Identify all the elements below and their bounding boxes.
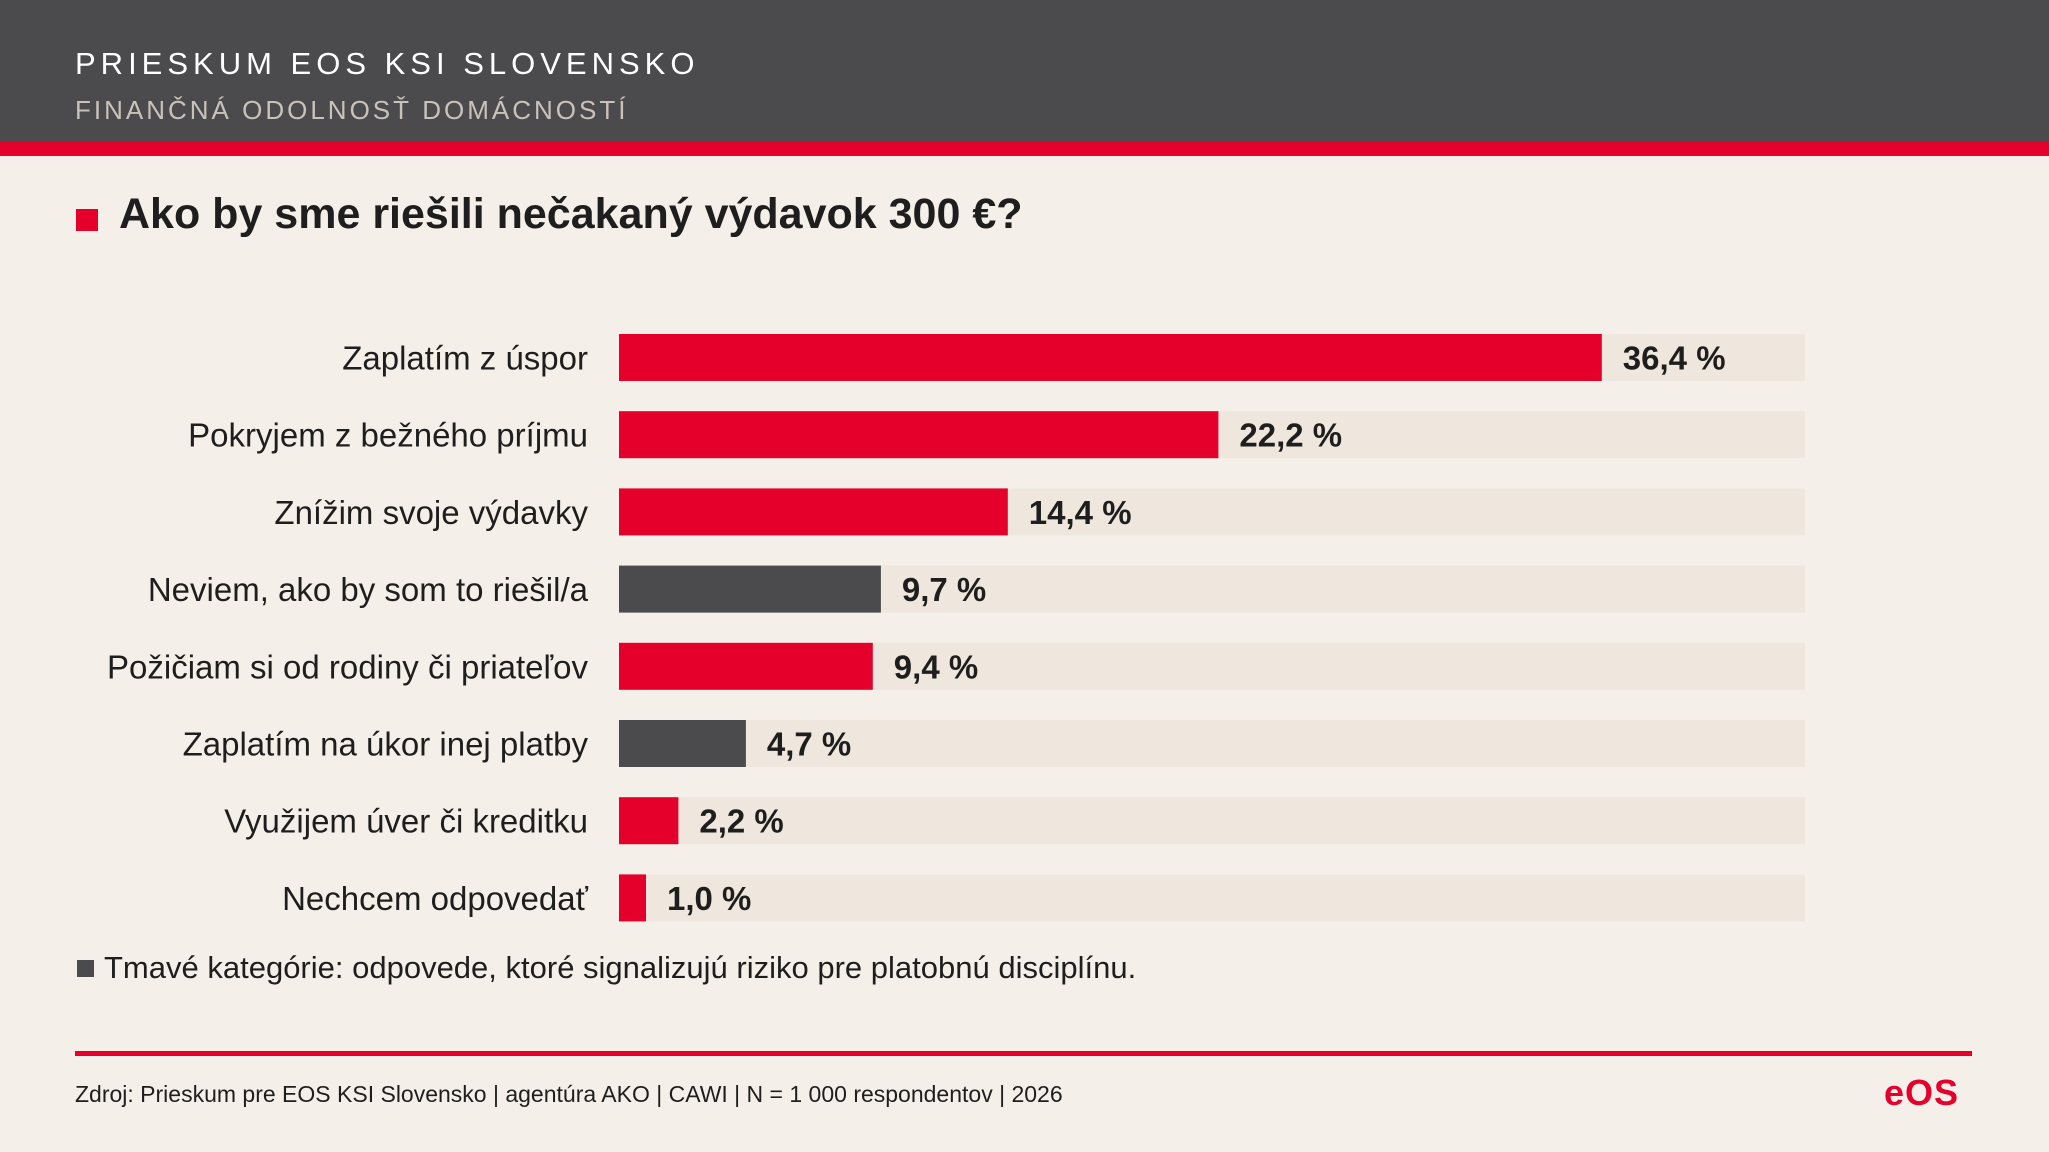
category-label: Požičiam si od rodiny či priateľov — [107, 648, 588, 685]
bar — [619, 411, 1219, 459]
bar-track — [619, 874, 1805, 922]
value-label: 36,4 % — [1623, 340, 1726, 377]
value-label: 2,2 % — [699, 803, 783, 840]
category-label: Neviem, ako by som to riešil/a — [148, 571, 589, 608]
value-label: 22,2 % — [1239, 417, 1342, 454]
header-bar — [0, 0, 2049, 141]
header-title: PRIESKUM EOS KSI SLOVENSKO — [75, 46, 700, 81]
category-label: Nechcem odpovedať — [282, 880, 589, 917]
source-text: Zdroj: Prieskum pre EOS KSI Slovensko | … — [75, 1081, 1063, 1107]
header-subtitle: FINANČNÁ ODOLNOSŤ DOMÁCNOSTÍ — [75, 95, 629, 125]
value-label: 1,0 % — [667, 880, 751, 917]
eos-logo: eOS — [1884, 1072, 1960, 1113]
bar — [619, 874, 646, 922]
category-label: Využijem úver či kreditku — [224, 803, 588, 840]
bar — [619, 488, 1008, 536]
category-label: Zaplatím na úkor inej platby — [183, 726, 589, 763]
value-label: 9,7 % — [902, 571, 986, 608]
value-label: 9,4 % — [894, 648, 978, 685]
bar — [619, 720, 746, 767]
bar-track — [619, 797, 1805, 845]
note-legend-marker — [77, 960, 94, 977]
bar — [619, 565, 881, 613]
header-accent-stripe — [0, 141, 2049, 156]
bar — [619, 642, 873, 690]
category-label: Zaplatím z úspor — [342, 340, 588, 377]
bar — [619, 797, 679, 845]
bar-track — [619, 720, 1805, 767]
chart-note: Tmavé kategórie: odpovede, ktoré signali… — [104, 950, 1137, 985]
value-label: 14,4 % — [1029, 494, 1132, 531]
value-label: 4,7 % — [767, 726, 851, 763]
question-marker — [76, 209, 98, 231]
category-label: Pokryjem z bežného príjmu — [188, 417, 588, 454]
bar — [619, 334, 1602, 381]
category-label: Znížim svoje výdavky — [274, 494, 588, 531]
chart-question-title: Ako by sme riešili nečakaný výdavok 300 … — [119, 190, 1023, 238]
footer-divider — [75, 1051, 1972, 1056]
